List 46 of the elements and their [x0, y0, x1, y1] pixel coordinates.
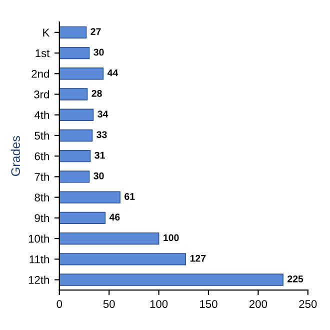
- data-label: 33: [96, 131, 107, 138]
- bar: [59, 26, 87, 39]
- y-tick-label: 11th: [30, 255, 49, 264]
- bar: [59, 68, 104, 80]
- data-label: 44: [107, 69, 118, 76]
- data-label: 31: [94, 152, 105, 159]
- x-tick-label: 50: [103, 300, 115, 308]
- bar: [59, 108, 94, 121]
- bar: [59, 170, 90, 183]
- bar: [59, 129, 93, 142]
- y-tick-label: 6th: [34, 152, 49, 160]
- data-label: 225: [288, 275, 304, 282]
- y-tick-label: 9th: [34, 214, 49, 222]
- data-label: 30: [94, 48, 104, 56]
- x-tick-label: 200: [249, 300, 268, 308]
- data-label: 30: [94, 172, 104, 180]
- bar: [59, 46, 90, 60]
- x-tick-label: 150: [200, 300, 218, 308]
- y-tick-label: 10th: [28, 234, 49, 243]
- bar: [59, 150, 91, 162]
- y-tick-label: 3rd: [34, 90, 49, 98]
- bar: [59, 212, 106, 224]
- bar: [59, 253, 186, 266]
- y-tick-label: 7th: [34, 172, 49, 181]
- y-tick-label: 4th: [34, 110, 49, 119]
- data-label: 28: [92, 90, 102, 97]
- data-label: 127: [190, 254, 206, 262]
- data-label: 34: [98, 110, 108, 118]
- y-tick-label: 2nd: [32, 70, 49, 78]
- data-label: 46: [109, 214, 120, 221]
- x-tick-label: 100: [150, 300, 168, 308]
- bar: [59, 232, 160, 245]
- y-tick-label: K: [43, 28, 50, 36]
- y-tick-label: 5th: [34, 131, 49, 140]
- x-tick-label: 250: [299, 300, 317, 308]
- data-label: 100: [164, 234, 179, 242]
- bar: [59, 88, 88, 100]
- x-tick-label: 0: [56, 300, 62, 308]
- bar: [59, 274, 284, 286]
- y-tick-label: 12th: [28, 276, 49, 284]
- data-label: 61: [124, 193, 135, 200]
- y-axis-title: Grades: [10, 136, 20, 176]
- bar: [59, 191, 120, 204]
- data-label: 27: [90, 28, 101, 35]
- y-tick-label: 1st: [36, 49, 50, 58]
- y-tick-label: 8th: [34, 193, 49, 202]
